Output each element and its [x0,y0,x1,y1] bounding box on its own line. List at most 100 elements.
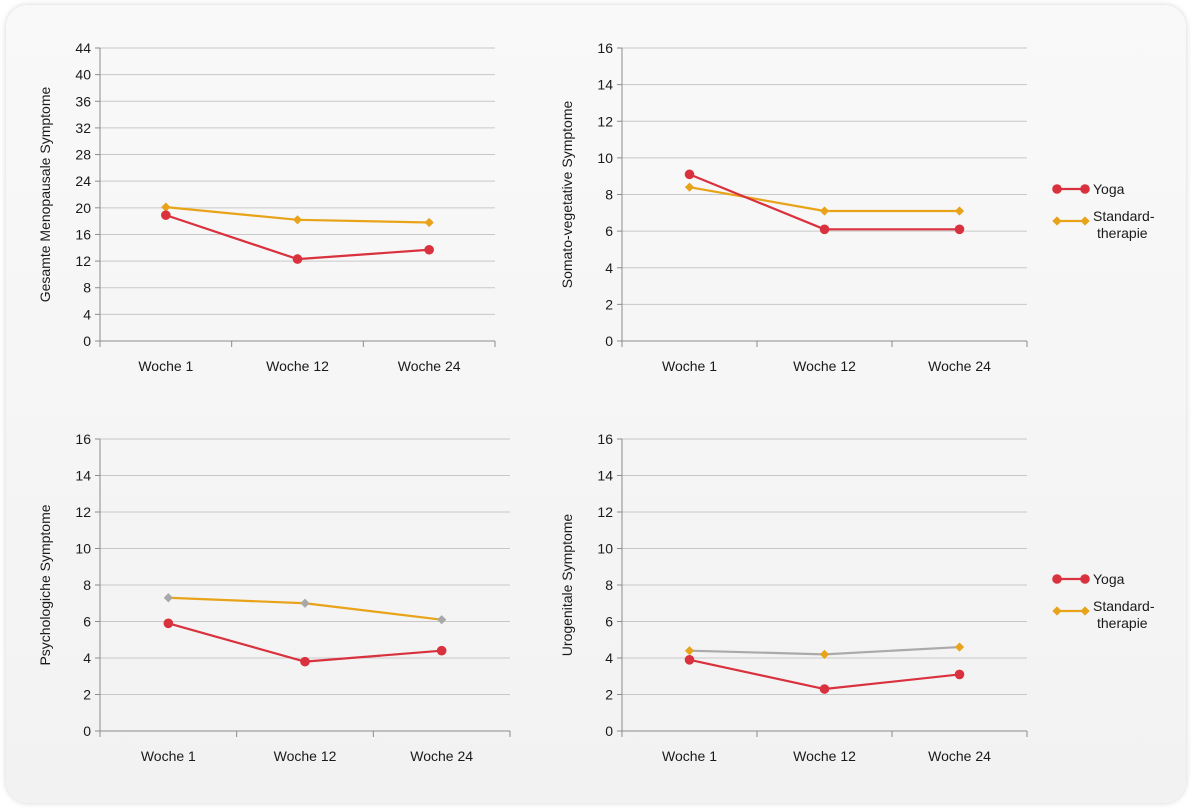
chart-panel [6,5,1186,803]
data-point-standard [684,182,695,192]
legend-yoga-marker [1052,574,1062,584]
x-tick-label: Woche 24 [410,748,473,764]
data-point-yoga [300,656,310,667]
data-point-standard [292,215,303,225]
legend-standard-label: Standard- [1093,208,1155,224]
x-tick-label: Woche 12 [793,358,856,374]
y-tick-label: 4 [605,650,613,666]
chart-1: 0 4 8 12 16 20 24 28 32 36 40 44 Woche 1 Woche 12 Woch… [37,40,496,374]
chart-4: 0 2 4 6 8 10 12 14 16 Woche 1 Woche 12 Woche 24 Urog… [559,431,1155,764]
y-tick-label: 12 [75,504,91,520]
legend-standard-marker [1052,216,1062,226]
series-line-yoga [689,173,960,231]
data-point-standard [954,206,965,216]
y-tick-label: 40 [75,67,91,83]
y-tick-label: 8 [605,187,613,203]
data-point-standard [424,217,434,228]
y-tick-label: 8 [605,577,613,593]
legend-standard-label-cont: therapie [1097,615,1148,631]
legend-standard-marker [1080,216,1090,226]
legend-yoga-label: Yoga [1093,571,1125,587]
y-tick-label: 16 [597,431,613,447]
y-axis-label: Urogenitale Symptome [559,514,575,657]
data-point-yoga [954,669,965,680]
y-tick-label: 16 [75,431,91,447]
y-tick-label: 16 [75,226,91,242]
y-tick-label: 10 [597,150,613,166]
chart-2: 0 2 4 6 8 10 12 14 16 Woche 1 Woche 12 Woche 24 Soma… [559,40,1155,374]
data-point-standard [161,202,171,212]
legend-yoga-marker [1080,574,1090,584]
y-tick-label: 28 [75,147,91,163]
y-tick-label: 32 [75,120,91,136]
x-tick-label: Woche 24 [928,748,991,764]
y-axis-label: Gesamte Menopausale Symptome [37,87,53,303]
data-point-yoga [424,244,434,255]
data-point-yoga [436,645,447,656]
data-point-standard [437,615,447,625]
y-tick-label: 2 [83,687,91,703]
data-point-yoga [292,254,303,264]
y-tick-label: 16 [597,40,613,56]
data-point-standard [819,206,830,216]
y-tick-label: 20 [75,200,91,216]
data-point-yoga [163,618,174,629]
x-tick-label: Woche 24 [928,358,991,374]
series-line-yoga [168,622,442,663]
legend: Yoga Standard-therapie [1052,181,1155,241]
y-tick-label: 2 [605,296,613,312]
legend-yoga-label: Yoga [1093,181,1125,197]
x-tick-label: Woche 12 [274,748,337,764]
y-tick-label: 44 [75,40,91,56]
data-point-standard [300,598,310,608]
y-tick-label: 10 [75,541,91,557]
x-tick-label: Woche 1 [662,748,717,764]
y-tick-label: 14 [75,468,91,484]
x-tick-label: Woche 1 [138,358,193,374]
y-tick-label: 2 [605,687,613,703]
data-point-yoga [684,655,695,665]
x-tick-label: Woche 12 [266,358,329,374]
data-point-yoga [954,224,965,235]
y-tick-label: 4 [605,260,613,276]
data-point-standard [163,593,173,603]
y-tick-label: 12 [597,504,613,520]
data-point-standard [819,649,830,659]
chart-3: 0 2 4 6 8 10 12 14 16 Woche 1 Woche 12 Woche 24 Psyc… [37,431,511,764]
legend-standard-label-cont: therapie [1097,225,1148,241]
data-point-yoga [684,169,695,180]
y-tick-label: 0 [83,723,91,739]
data-point-standard [684,646,695,656]
y-tick-label: 8 [83,280,91,296]
y-tick-label: 6 [605,614,613,630]
y-axis-label: Somato-vegetative Symptome [559,101,575,289]
y-tick-label: 6 [605,223,613,239]
y-tick-label: 10 [597,541,613,557]
y-tick-label: 14 [597,468,613,484]
y-tick-label: 24 [75,173,91,189]
x-tick-label: Woche 1 [141,748,196,764]
legend-yoga-marker [1052,184,1062,194]
y-tick-label: 4 [83,306,91,322]
legend-standard-marker [1052,606,1062,616]
y-axis-label: Psychologiche Symptome [37,504,53,665]
y-tick-label: 4 [83,650,91,666]
x-tick-label: Woche 1 [662,358,717,374]
y-tick-label: 36 [75,93,91,109]
y-tick-label: 0 [605,333,613,349]
y-tick-label: 0 [605,723,613,739]
y-tick-label: 14 [597,77,613,93]
data-point-standard [954,642,965,652]
y-tick-label: 12 [597,113,613,129]
legend-standard-label: Standard- [1093,598,1155,614]
data-point-yoga [819,684,830,694]
y-tick-label: 8 [83,577,91,593]
legend-yoga-marker [1080,184,1090,194]
data-point-yoga [161,210,171,220]
x-tick-label: Woche 12 [793,748,856,764]
y-tick-label: 6 [83,614,91,630]
y-tick-label: 0 [83,333,91,349]
x-tick-label: Woche 24 [398,358,461,374]
y-tick-label: 12 [75,253,91,269]
